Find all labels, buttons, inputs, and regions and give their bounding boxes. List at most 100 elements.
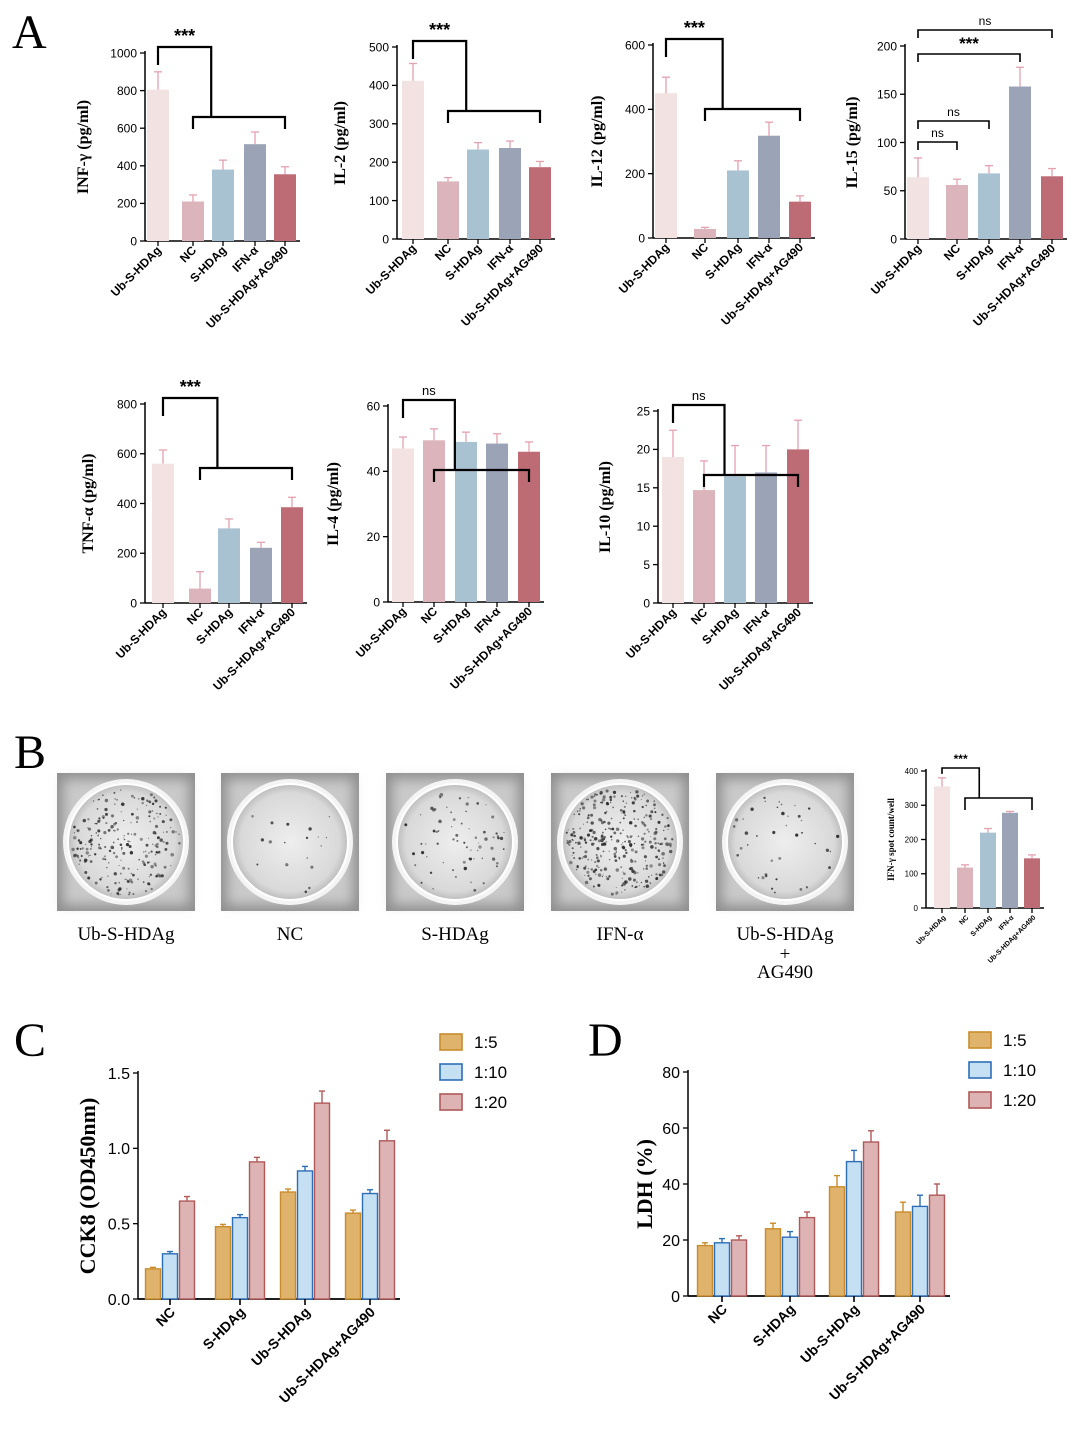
- bar-ldh-1-1: [781, 1236, 799, 1297]
- well-spot: [590, 795, 594, 799]
- well-spot: [110, 825, 114, 829]
- well-spot: [455, 833, 459, 837]
- well-spot: [132, 873, 135, 877]
- panel-label-b: B: [14, 726, 46, 779]
- well-spot: [463, 841, 466, 844]
- well-spot: [78, 863, 80, 865]
- well-spot: [154, 853, 157, 856]
- well-spot: [603, 867, 608, 871]
- y-tick-label: 0: [890, 232, 897, 246]
- bar-cck8-0-1: [161, 1253, 179, 1300]
- well-spot: [76, 847, 79, 851]
- well-spot: [615, 893, 617, 895]
- well-spot: [112, 851, 116, 855]
- well-spot: [584, 874, 586, 877]
- well-spot: [619, 821, 622, 824]
- well-spot: [89, 847, 92, 850]
- well-spot: [605, 875, 608, 878]
- well-spot: [630, 796, 633, 799]
- well-spot: [138, 858, 141, 861]
- well-spot: [169, 818, 173, 822]
- well-spot: [325, 837, 327, 839]
- well-spot: [251, 815, 254, 818]
- well-spot: [101, 815, 105, 819]
- well-spot: [650, 845, 654, 849]
- well-spot: [73, 825, 76, 829]
- well-spot: [654, 811, 657, 814]
- y-tick-label: 60: [662, 1121, 680, 1138]
- well-spot: [170, 864, 172, 867]
- y-axis-title: IFN-γ spot count/well: [886, 798, 896, 881]
- bar-cck8-3-0: [344, 1212, 362, 1300]
- bar-elispot-0: [934, 786, 950, 908]
- x-tick-label: NC: [177, 243, 199, 265]
- well-spot: [85, 847, 89, 851]
- well-spot: [153, 817, 156, 820]
- y-tick-label: 0: [671, 1289, 680, 1306]
- well-spot: [175, 831, 177, 833]
- well-spot: [600, 843, 604, 846]
- well-spot: [94, 822, 96, 825]
- well-spot: [104, 798, 109, 803]
- well-spot: [452, 818, 456, 822]
- well-spot: [655, 873, 658, 876]
- well-spot: [595, 853, 598, 857]
- well-spot: [655, 827, 658, 831]
- legend-label: 1:10: [1003, 1061, 1036, 1080]
- well-spot: [610, 835, 613, 838]
- x-tick-label: S-HDAg: [749, 1301, 798, 1350]
- well-spot: [165, 830, 168, 833]
- y-tick-label: 600: [625, 38, 645, 52]
- well-spot: [141, 797, 145, 801]
- well-spot: [165, 841, 169, 845]
- well-spot: [495, 865, 498, 868]
- well-spot: [150, 865, 154, 869]
- well-spot: [656, 877, 658, 879]
- well-spot: [583, 839, 587, 842]
- well-spot: [650, 874, 653, 876]
- well-spot: [317, 836, 320, 838]
- bar-cck8-3-2: [378, 1140, 396, 1300]
- well-spot: [482, 830, 486, 834]
- well-spot: [470, 881, 472, 884]
- well-spot: [654, 842, 657, 845]
- significance-bracket: [411, 39, 542, 123]
- well-spot: [455, 876, 457, 878]
- well-spot: [116, 828, 119, 831]
- well-spot: [110, 827, 112, 829]
- elispot-well-0: Ub-S-HDAg: [57, 773, 195, 945]
- bar-cck8-2-2: [313, 1102, 331, 1300]
- well-caption: Ub-S-HDAg: [736, 924, 834, 945]
- y-tick-label: 20: [637, 443, 651, 457]
- well-spot: [576, 841, 578, 843]
- y-axis-title: TNF-α (pg/ml): [80, 453, 97, 553]
- well-spot: [133, 797, 136, 799]
- well-spot: [605, 789, 609, 793]
- well-spot: [89, 838, 93, 842]
- well-spot: [578, 813, 581, 816]
- well-spot: [668, 842, 672, 847]
- well-spot: [829, 850, 832, 853]
- well-spot: [739, 846, 743, 850]
- well-spot: [592, 830, 596, 835]
- well-spot: [484, 837, 488, 841]
- legend-swatch-1:20: [439, 1093, 463, 1111]
- bar-elispot-3: [1002, 812, 1018, 908]
- well-spot: [567, 829, 569, 831]
- well-spot: [110, 814, 115, 818]
- well-spot: [618, 856, 621, 859]
- well-spot: [597, 883, 601, 887]
- well-spot: [653, 803, 656, 807]
- bar-ldh-2-1: [845, 1160, 863, 1297]
- y-axis-title: LDH (%): [632, 1139, 657, 1229]
- well-spot: [610, 892, 614, 896]
- well-spot: [320, 845, 322, 847]
- well-spot: [465, 802, 469, 806]
- well-spot: [124, 878, 126, 880]
- significance-bracket: [156, 45, 287, 129]
- significance-label: ns: [931, 126, 944, 140]
- well-spot: [572, 839, 574, 842]
- well-spot: [663, 864, 666, 867]
- well-spot: [640, 843, 643, 846]
- well-spot: [73, 854, 77, 858]
